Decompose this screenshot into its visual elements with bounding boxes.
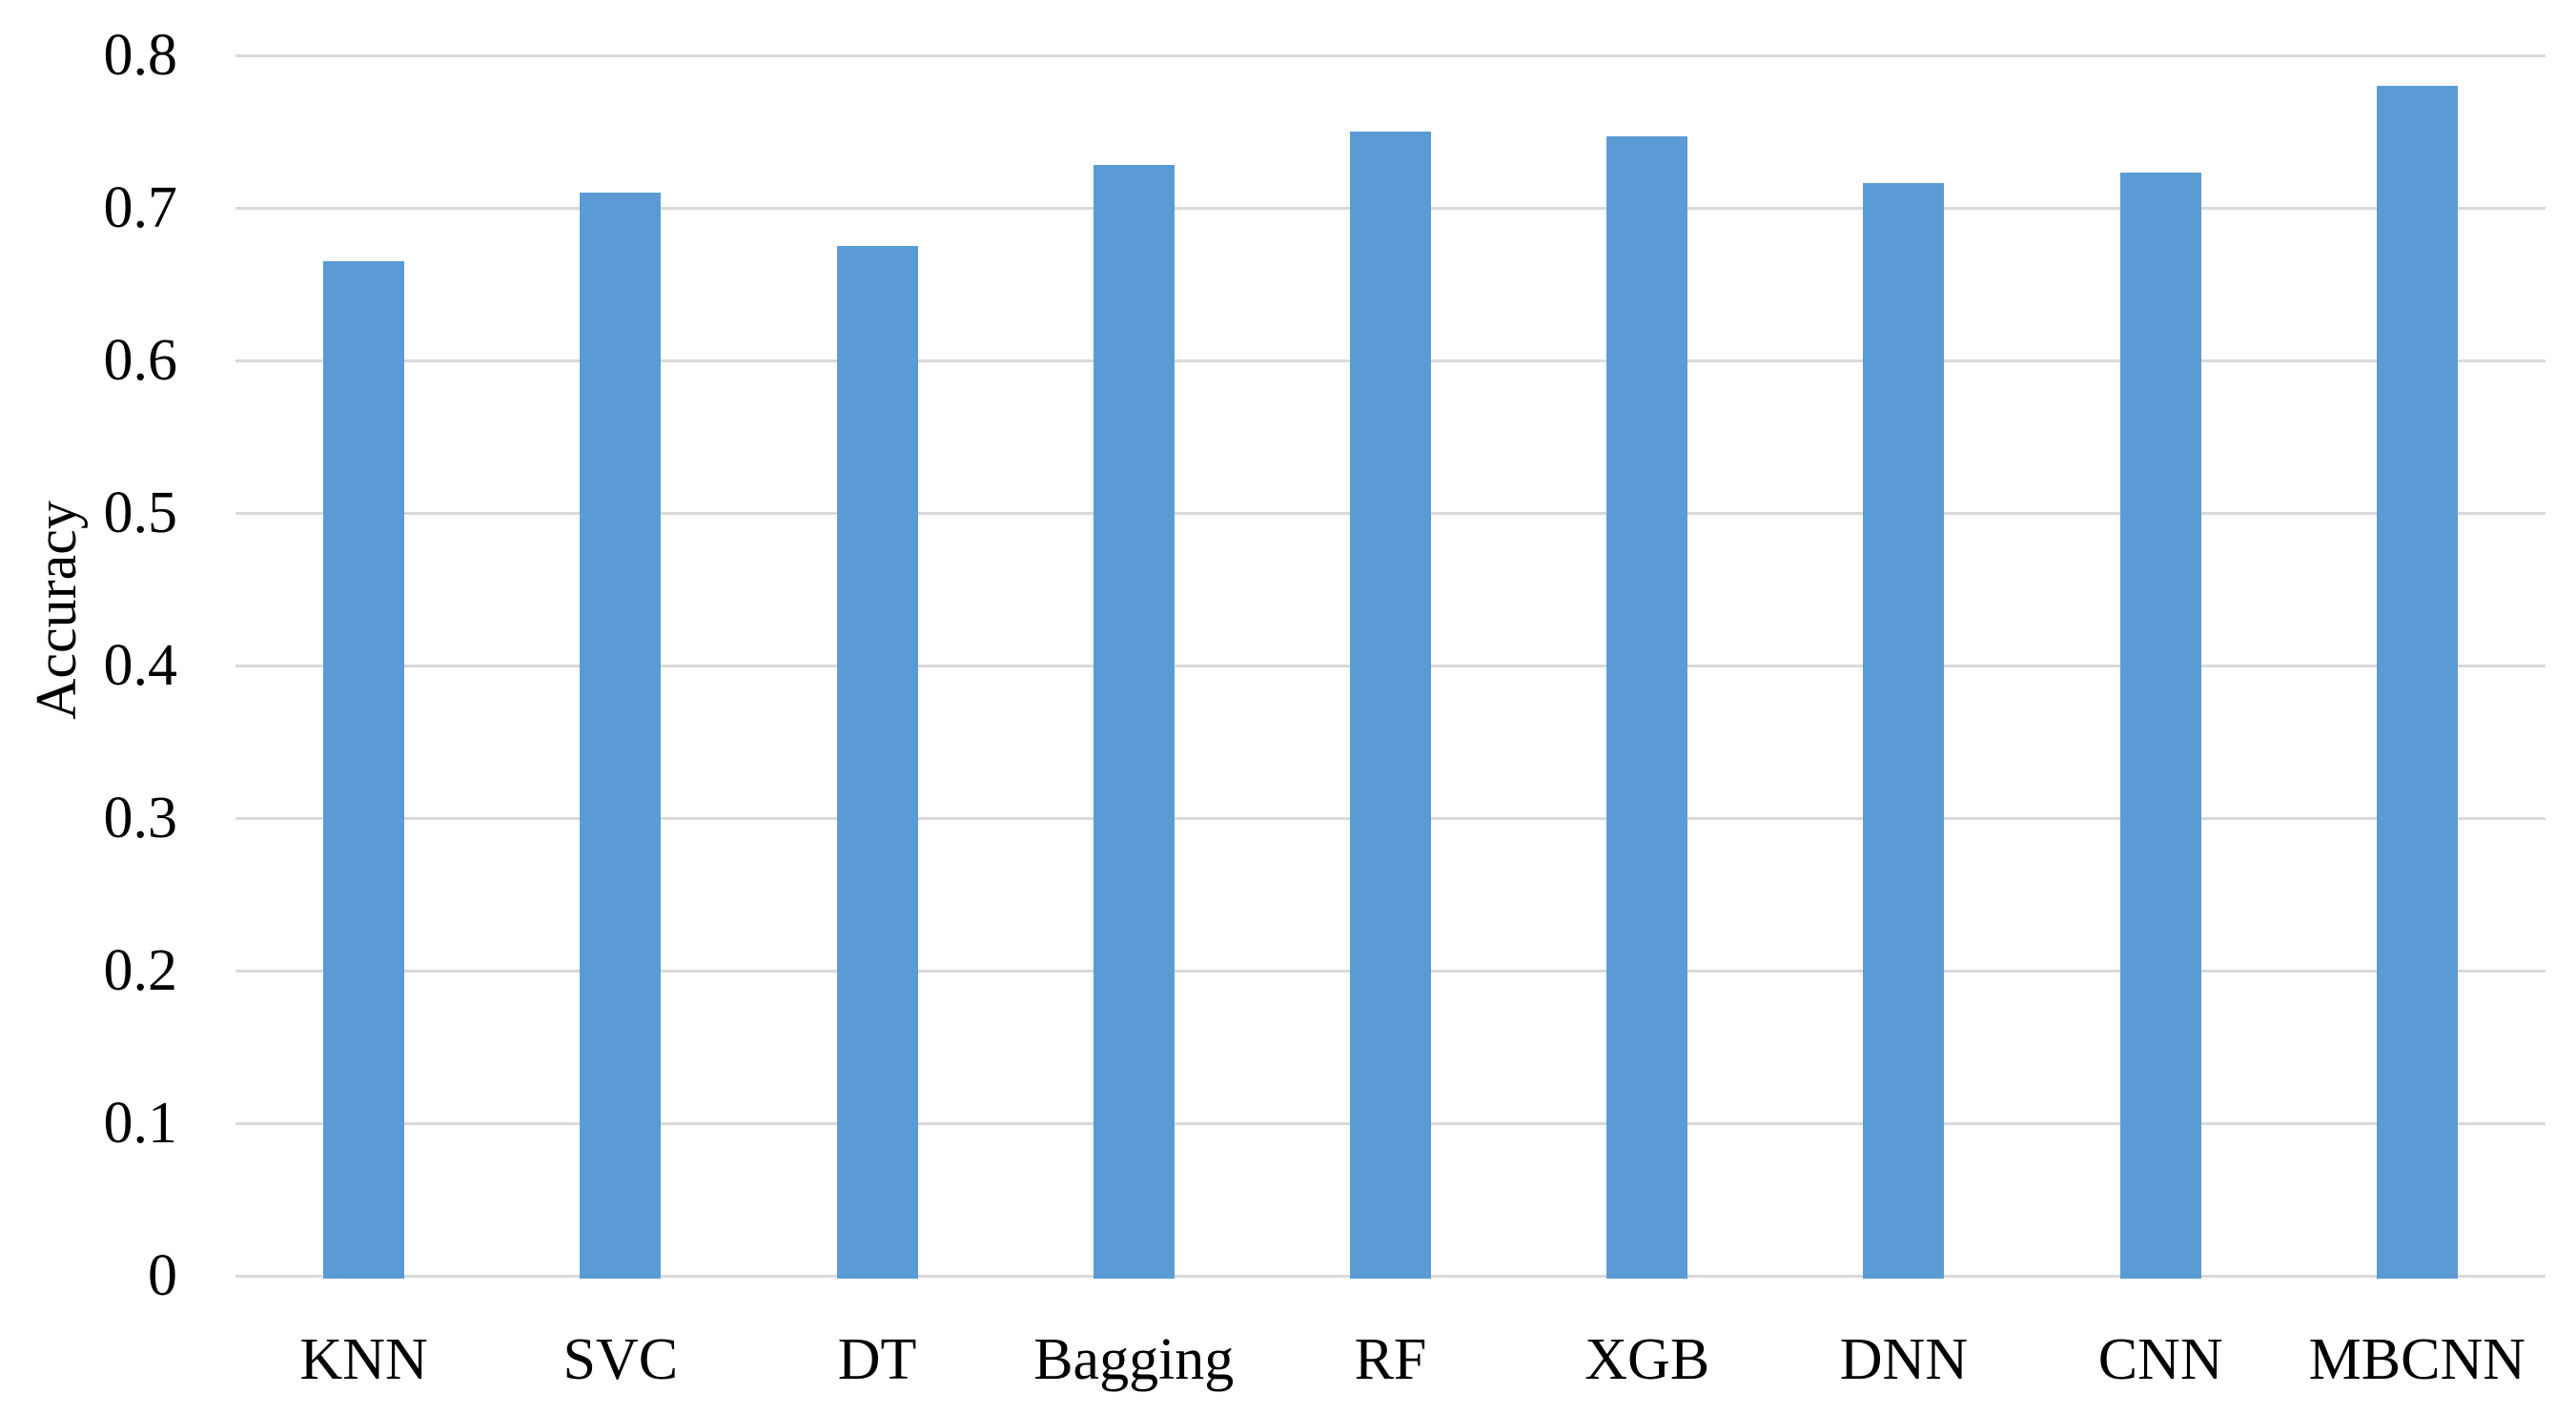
x-tick-rf: RF	[1354, 1327, 1427, 1392]
y-tick-0.7: 0.7	[103, 175, 178, 240]
y-tick-0.8: 0.8	[103, 23, 178, 88]
y-tick-0: 0	[148, 1243, 177, 1308]
bar-cnn	[2119, 173, 2201, 1279]
y-tick-0.2: 0.2	[103, 938, 178, 1003]
y-tick-0.1: 0.1	[103, 1091, 178, 1156]
gridline-0.8	[235, 53, 2545, 57]
y-tick-0.3: 0.3	[103, 786, 178, 850]
x-tick-knn: KNN	[299, 1327, 428, 1392]
y-tick-0.6: 0.6	[103, 328, 178, 393]
x-tick-xgb: XGB	[1584, 1327, 1710, 1392]
bar-rf	[1350, 132, 1431, 1279]
bar-knn	[323, 261, 405, 1279]
bar-mbcnn	[2376, 86, 2458, 1279]
x-tick-bagging: Bagging	[1033, 1327, 1235, 1392]
x-tick-dt: DT	[837, 1327, 917, 1392]
x-tick-mbcnn: MBCNN	[2308, 1327, 2526, 1392]
bar-dnn	[1863, 183, 1945, 1279]
y-tick-0.5: 0.5	[103, 481, 178, 545]
x-tick-cnn: CNN	[2097, 1327, 2223, 1392]
bar-svc	[580, 193, 662, 1279]
bar-xgb	[1606, 135, 1688, 1279]
bar-bagging	[1093, 165, 1175, 1279]
x-tick-dnn: DNN	[1839, 1327, 1969, 1392]
bar-dt	[836, 246, 918, 1279]
y-tick-0.4: 0.4	[103, 633, 178, 698]
x-tick-svc: SVC	[562, 1327, 679, 1392]
